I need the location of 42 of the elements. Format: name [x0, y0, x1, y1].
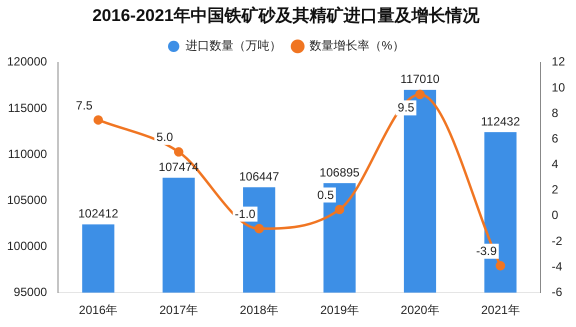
y-tick-label: 115000	[8, 100, 48, 115]
x-tick-label: 2020年	[400, 303, 440, 318]
y2-tick-label: 4	[552, 157, 559, 172]
data-label: 106895	[320, 165, 360, 180]
y-tick-label: 120000	[6, 54, 48, 69]
point	[496, 260, 506, 270]
data-label: 117010	[400, 72, 440, 86]
y-tick-label: 95000	[14, 284, 48, 299]
point	[94, 115, 104, 125]
data-label: 7.5	[76, 98, 93, 112]
x-tick-label: 2019年	[320, 303, 359, 318]
y2-tick-label: 10	[552, 80, 566, 94]
y2-tick-label: -2	[552, 234, 563, 248]
chart-title: 2016-2021年中国铁矿砂及其精矿进口量及增长情况	[92, 6, 481, 25]
x-tick-label: 2016年	[78, 303, 118, 318]
y-tick-label: 110000	[8, 146, 48, 161]
x-tick-label: 2018年	[240, 303, 278, 318]
y2-tick-label: 12	[552, 54, 566, 69]
y2-tick-label: 0	[552, 208, 559, 222]
point	[334, 204, 344, 214]
y2-tick-label: 8	[552, 106, 559, 120]
data-label: 112432	[480, 114, 520, 128]
y-tick-label: 100000	[6, 238, 48, 253]
y2-tick-label: -4	[552, 259, 563, 274]
y2-tick-label: 6	[552, 131, 559, 146]
data-label: 0.5	[317, 188, 334, 202]
y-tick-label: 105000	[6, 192, 48, 207]
x-tick-label: 2021年	[481, 303, 520, 318]
data-label: -3.9	[476, 244, 498, 258]
x-tick-label: 2017年	[159, 303, 198, 318]
legend-label: 数量增长率（%）	[310, 38, 404, 53]
data-label: 5.0	[156, 130, 174, 144]
y2-tick-label: -6	[552, 284, 563, 299]
point	[254, 224, 264, 234]
data-label: 9.5	[398, 100, 415, 115]
point	[174, 147, 184, 157]
data-label: 102412	[78, 206, 119, 221]
y2-tick-label: 2	[552, 182, 559, 197]
legend-label: 进口数量（万吨）	[186, 38, 282, 53]
data-label: 106447	[239, 170, 280, 184]
point	[415, 90, 425, 100]
data-label: -1.0	[234, 206, 256, 221]
